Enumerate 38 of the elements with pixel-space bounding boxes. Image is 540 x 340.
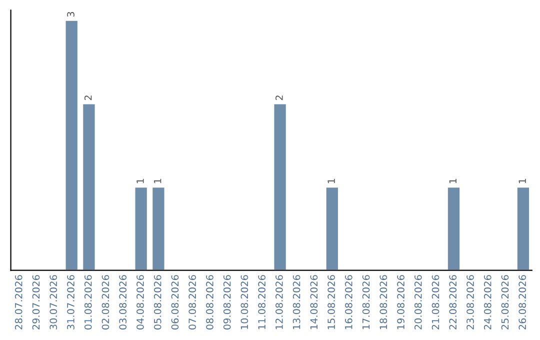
x-tick-label: 08.08.2026 — [206, 275, 214, 330]
x-tick-label: 28.07.2026 — [14, 275, 22, 330]
data-label: 1 — [449, 178, 456, 184]
x-tick-label: 19.08.2026 — [397, 275, 404, 330]
data-label: 1 — [136, 178, 144, 184]
x-tick-label: 15.08.2026 — [328, 275, 335, 330]
x-tick-label: 11.08.2026 — [258, 275, 266, 330]
x-tick-label: 03.08.2026 — [119, 275, 127, 330]
x-tick-label: 02.08.2026 — [102, 275, 110, 330]
x-tick-label: 06.08.2026 — [171, 275, 179, 330]
x-tick-label: 10.08.2026 — [240, 275, 248, 330]
x-tick-label: 16.08.2026 — [344, 275, 352, 330]
data-label: 2 — [276, 96, 283, 100]
data-label: 3 — [67, 12, 74, 17]
data-label: 1 — [154, 178, 162, 184]
x-tick-label: 30.07.2026 — [50, 275, 58, 330]
x-tick-label: 09.08.2026 — [223, 275, 231, 330]
x-tick-label: 29.07.2026 — [32, 275, 40, 330]
x-tick-label: 21.08.2026 — [432, 275, 440, 330]
x-tick-label: 25.08.2026 — [501, 275, 509, 330]
x-tick-label: 07.08.2026 — [188, 275, 196, 330]
x-tick-label: 31.07.2026 — [67, 275, 74, 330]
x-tick-label: 05.08.2026 — [154, 275, 162, 330]
x-tick-label: 23.08.2026 — [466, 275, 474, 330]
x-tick-label: 17.08.2026 — [362, 275, 370, 330]
x-tick-label: 24.08.2026 — [484, 275, 492, 330]
data-label: 2 — [84, 96, 92, 100]
x-tick-label: 01.08.2026 — [84, 275, 92, 330]
data-label: 1 — [518, 178, 526, 184]
data-label: 1 — [328, 178, 335, 184]
x-tick-label: 20.08.2026 — [414, 275, 422, 330]
x-tick-label: 13.08.2026 — [292, 275, 300, 330]
x-tick-label: 12.08.2026 — [276, 275, 283, 330]
x-tick-label: 04.08.2026 — [136, 275, 144, 330]
x-tick-label: 14.08.2026 — [310, 275, 318, 330]
x-tick-label: 22.08.2026 — [449, 275, 457, 330]
x-tick-label: 18.08.2026 — [380, 275, 388, 330]
x-tick-label: 26.08.2026 — [518, 275, 526, 330]
